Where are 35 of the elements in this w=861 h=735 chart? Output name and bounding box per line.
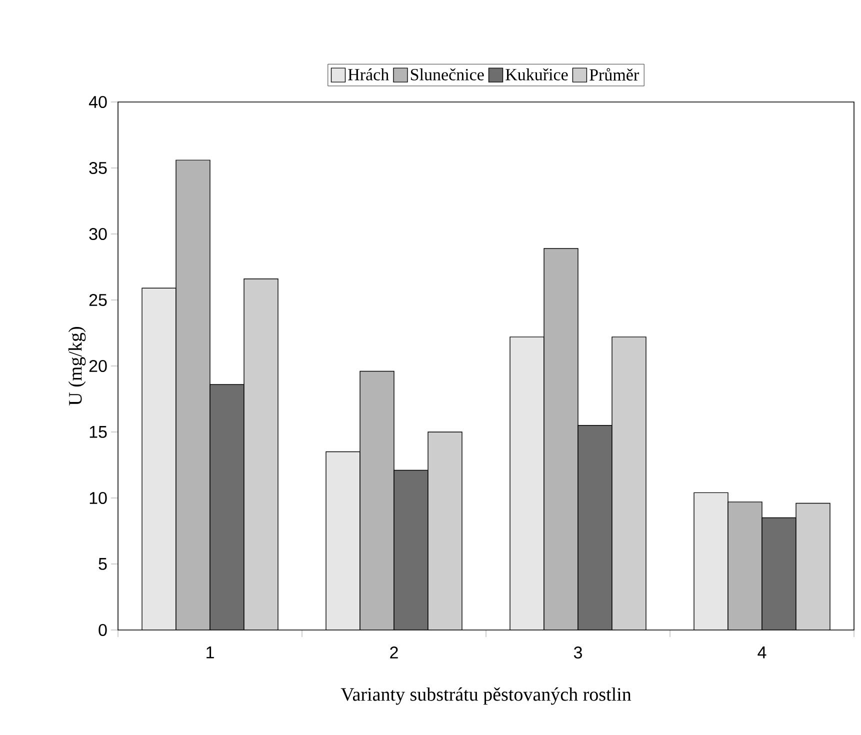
bar [612,336,646,630]
y-tick-label: 5 [98,558,107,570]
legend-label: Hrách [348,68,389,80]
legend-label: Kukuřice [506,68,568,80]
bar [244,278,278,630]
y-tick-label: 15 [90,426,107,438]
y-tick-label: 30 [89,228,107,240]
x-tick-label: 1 [206,646,214,658]
legend-label: Průměr [590,68,639,81]
x-tick-label: 2 [390,646,398,658]
bar [360,371,394,630]
bar [510,336,544,630]
y-tick-label: 10 [90,492,107,504]
x-axis-title: Varianty substrátu pěstovaných rostlin [340,687,632,705]
bar [142,288,176,630]
y-tick-label: 0 [98,624,107,636]
y-axis-title: U (mg/kg) [68,326,86,406]
legend-label: Slunečnice [410,68,484,80]
bar [544,248,578,630]
bar [762,517,796,630]
y-tick-label: 20 [89,360,107,372]
bar [694,492,728,630]
bar [176,160,210,630]
x-tick-label: 3 [574,646,582,659]
bar [578,425,612,630]
y-tick-label: 25 [89,294,107,306]
bar [428,432,462,630]
bar [796,502,830,630]
y-tick-label: 35 [89,162,107,174]
y-tick-label: 40 [88,96,107,108]
bar [394,470,428,630]
x-tick-label: 4 [758,646,766,658]
bar [728,502,762,630]
bar [210,384,244,630]
bar [326,452,360,630]
